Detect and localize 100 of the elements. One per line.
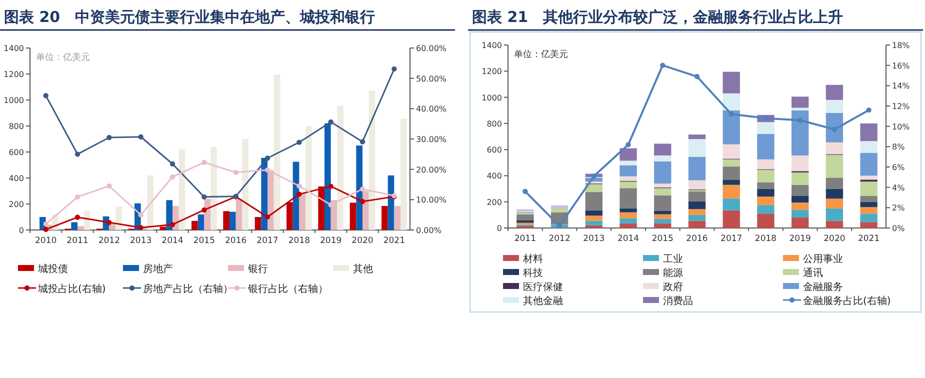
bar [654,144,672,156]
point [170,161,176,166]
y2-tick-label: 50.00% [416,74,447,84]
point [74,152,80,157]
y2-tick-label: 6% [892,163,906,172]
annotation: 单位：亿美元 [36,52,90,63]
point [626,142,631,148]
x-tick-label: 2014 [617,234,640,244]
point [264,167,270,173]
x-tick-label: 2011 [514,234,536,244]
legend-label: 房地产 [143,263,173,275]
bar [400,118,407,230]
y2-tick-label: 16% [892,61,910,70]
bar [223,211,230,230]
bar [654,161,672,184]
y-tick-label: 400 [8,174,24,183]
x-tick-label: 2015 [652,234,674,244]
point [556,223,562,229]
bar [722,110,740,144]
y2-tick-label: 0% [892,224,906,233]
bar [620,176,637,181]
bar [620,148,637,161]
y-tick-label: 200 [8,200,24,209]
bar [826,142,844,154]
legend-label: 通讯 [803,267,823,279]
bar [585,220,602,226]
bar [688,134,706,140]
bar [585,210,602,216]
y2-tick-label: 4% [892,183,906,192]
x-tick-label: 2016 [225,236,247,246]
x-tick-label: 2015 [193,236,215,246]
point [74,194,80,200]
point [360,139,366,144]
y2-tick-label: 0.00% [416,226,442,235]
annotation: 单位：亿美元 [514,49,568,60]
bar [585,184,602,192]
bar [860,222,878,228]
bar [722,72,740,94]
legend-label: 城投债 [37,263,68,275]
bar [826,198,844,208]
bar [620,165,637,176]
bar [620,208,637,212]
bar [826,220,844,228]
bar [620,188,637,208]
bar [585,192,602,210]
y-tick-label: 1400 [4,44,24,53]
bar [688,201,706,210]
point [138,134,144,140]
legend-label: 医疗保健 [523,281,563,293]
y2-tick-label: 40.00% [416,104,447,114]
point [728,112,734,117]
bar [826,178,844,189]
bar [306,126,312,230]
y-tick-label: 1200 [4,70,24,79]
legend-label: 房地产占比（右轴） [143,283,233,295]
bar [860,176,878,180]
point [43,226,48,232]
point [74,214,80,220]
bar [757,182,774,189]
bar [299,194,306,230]
point [264,156,270,161]
bar [757,134,774,160]
legend-label: 政府 [663,281,683,293]
x-tick-label: 2014 [162,236,184,246]
bar [274,74,280,230]
bar [688,214,706,221]
point [106,134,112,140]
x-tick-label: 2021 [383,236,405,246]
bar [620,218,637,224]
bar [826,100,844,113]
y-tick-label: 0 [18,226,24,235]
point [264,214,270,220]
bar [654,218,672,224]
bar [78,226,84,230]
bar [757,214,774,228]
bar [722,184,740,199]
legend-label: 其他金融 [523,295,563,307]
point [660,62,666,68]
bar [757,159,774,170]
bar [757,205,774,214]
bar [620,212,637,218]
point [522,188,528,194]
x-tick-label: 2013 [583,234,605,244]
bar [722,144,740,159]
bar [147,175,154,230]
y2-tick-label: 60.00% [416,44,447,53]
bar [337,106,344,230]
bar [654,211,672,214]
bar [356,146,362,230]
bar [654,184,672,188]
bar [654,188,672,196]
legend-label: 城投占比(右轴) [37,283,106,295]
y2-tick-label: 10.00% [416,196,447,205]
x-tick-label: 2012 [98,236,120,246]
x-tick-label: 2013 [130,236,152,246]
bar [585,216,602,221]
bar [242,139,248,230]
point [328,184,334,189]
bar [722,93,740,110]
bar [757,170,774,182]
